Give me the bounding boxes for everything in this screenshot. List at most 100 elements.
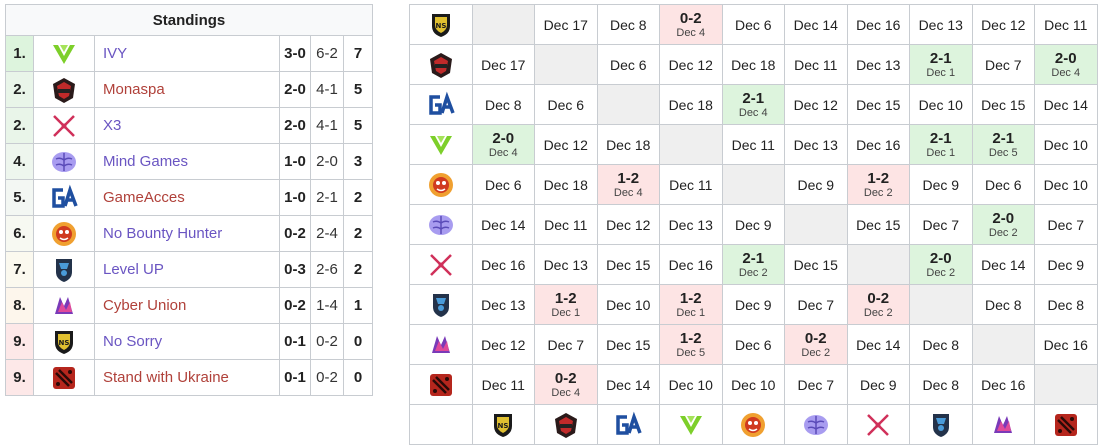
standings-rank: 9. [5,359,34,396]
row-header[interactable] [409,204,473,245]
standings-row: 5. GameAcces 1-0 2-1 2 [5,179,373,216]
match-date: Dec 15 [793,256,838,273]
match-date: Dec 14 [981,256,1026,273]
match-date-cell: Dec 10 [659,364,723,405]
match-date-cell: Dec 13 [909,4,973,45]
row-header[interactable] [409,84,473,125]
team-link[interactable]: IVY [103,45,128,62]
win-result-cell: 2-0 Dec 2 [971,204,1035,245]
match-date: Dec 10 [731,376,776,393]
column-header[interactable] [721,404,785,445]
row-header[interactable] [409,124,473,165]
gameacces-logo [50,184,78,212]
row-header[interactable] [409,324,473,365]
standings-series: 1-0 [279,179,311,216]
standings-team-logo[interactable] [33,287,95,324]
standings-team-logo[interactable] [33,35,95,72]
match-score: 2-1 [929,49,952,67]
standings-team-logo[interactable] [33,143,95,180]
standings-team-logo[interactable] [33,359,95,396]
column-header[interactable] [909,404,973,445]
match-date: Dec 16 [856,16,901,33]
match-date-cell: Dec 18 [659,84,723,125]
match-date-cell: Dec 16 [471,244,535,285]
match-date-cell: Dec 11 [784,44,848,85]
team-link[interactable]: Level UP [103,261,164,278]
standings-team-logo[interactable] [33,215,95,252]
standings-row: 2. Monaspa 2-0 4-1 5 [5,71,373,108]
match-date-cell: Dec 12 [971,4,1035,45]
match-date: Dec 12 [481,336,526,353]
column-header[interactable] [534,404,598,445]
match-date: Dec 7 [1047,216,1085,233]
match-date: Dec 11 [1044,16,1088,33]
level-up-logo [927,411,955,439]
stand-with-ukraine-logo [50,364,78,392]
match-date-cell: Dec 10 [596,284,660,325]
match-date-cell: Dec 14 [784,4,848,45]
standings-team-logo[interactable] [33,179,95,216]
standings-series: 0-3 [279,251,311,288]
win-result-cell: 2-0 Dec 4 [471,124,535,165]
stand-with-ukraine-logo [427,371,455,399]
match-date-cell: Dec 16 [659,244,723,285]
match-date: Dec 7 [922,216,960,233]
team-link[interactable]: X3 [103,117,122,134]
standings-row: 2. X3 2-0 4-1 5 [5,107,373,144]
standings-row: 9. NS No Sorry 0-1 0-2 0 [5,323,373,360]
match-date: Dec 6 [547,96,585,113]
match-date: Dec 8 [922,336,960,353]
team-link[interactable]: Monaspa [103,81,165,98]
row-header[interactable] [409,364,473,405]
match-date-cell: Dec 10 [721,364,785,405]
match-score: 2-1 [992,129,1015,147]
match-date-cell: Dec 8 [596,4,660,45]
team-link[interactable]: No Bounty Hunter [103,225,223,242]
column-header[interactable] [784,404,848,445]
standings-team-logo[interactable]: NS [33,323,95,360]
match-date: Dec 18 [543,176,588,193]
standings-points: 3 [343,143,373,180]
row-header[interactable] [409,244,473,285]
team-link[interactable]: Cyber Union [103,297,187,314]
row-header[interactable] [409,284,473,325]
standings-points: 0 [343,359,373,396]
row-header[interactable] [409,164,473,205]
standings-games: 2-0 [310,143,344,180]
column-header[interactable] [596,404,660,445]
standings-row: 8. Cyber Union 0-2 1-4 1 [5,287,373,324]
column-header[interactable] [659,404,723,445]
match-date-cell: Dec 9 [846,364,910,405]
team-link[interactable]: GameAcces [103,189,185,206]
standings-team-logo[interactable] [33,251,95,288]
mind-games-logo [802,411,830,439]
column-header[interactable] [1034,404,1098,445]
win-result-cell: 2-1 Dec 1 [909,124,973,165]
match-date: Dec 8 [484,96,522,113]
match-date-cell: Dec 12 [534,124,598,165]
match-date: Dec 16 [856,136,901,153]
row-header[interactable]: NS [409,4,473,45]
column-header[interactable] [971,404,1035,445]
x3-logo [50,112,78,140]
match-date: Dec 13 [793,136,838,153]
match-date-cell: Dec 8 [1034,284,1098,325]
match-date-cell: Dec 12 [596,204,660,245]
match-score: 2-0 [492,129,515,147]
no-sorry-logo: NS [427,11,455,39]
match-date-cell: Dec 14 [1034,84,1098,125]
standings-rank: 4. [5,143,34,180]
match-date: Dec 9 [734,296,772,313]
column-header[interactable]: NS [471,404,535,445]
team-link[interactable]: Mind Games [103,153,189,170]
standings-title: Standings [5,4,373,36]
match-date-cell: Dec 12 [471,324,535,365]
standings-team-logo[interactable] [33,107,95,144]
team-link[interactable]: No Sorry [103,333,163,350]
column-header[interactable] [846,404,910,445]
svg-text:NS: NS [498,422,509,430]
row-header[interactable] [409,44,473,85]
standings-team-logo[interactable] [33,71,95,108]
team-link[interactable]: Stand with Ukraine [103,369,229,386]
match-date-cell: Dec 12 [659,44,723,85]
